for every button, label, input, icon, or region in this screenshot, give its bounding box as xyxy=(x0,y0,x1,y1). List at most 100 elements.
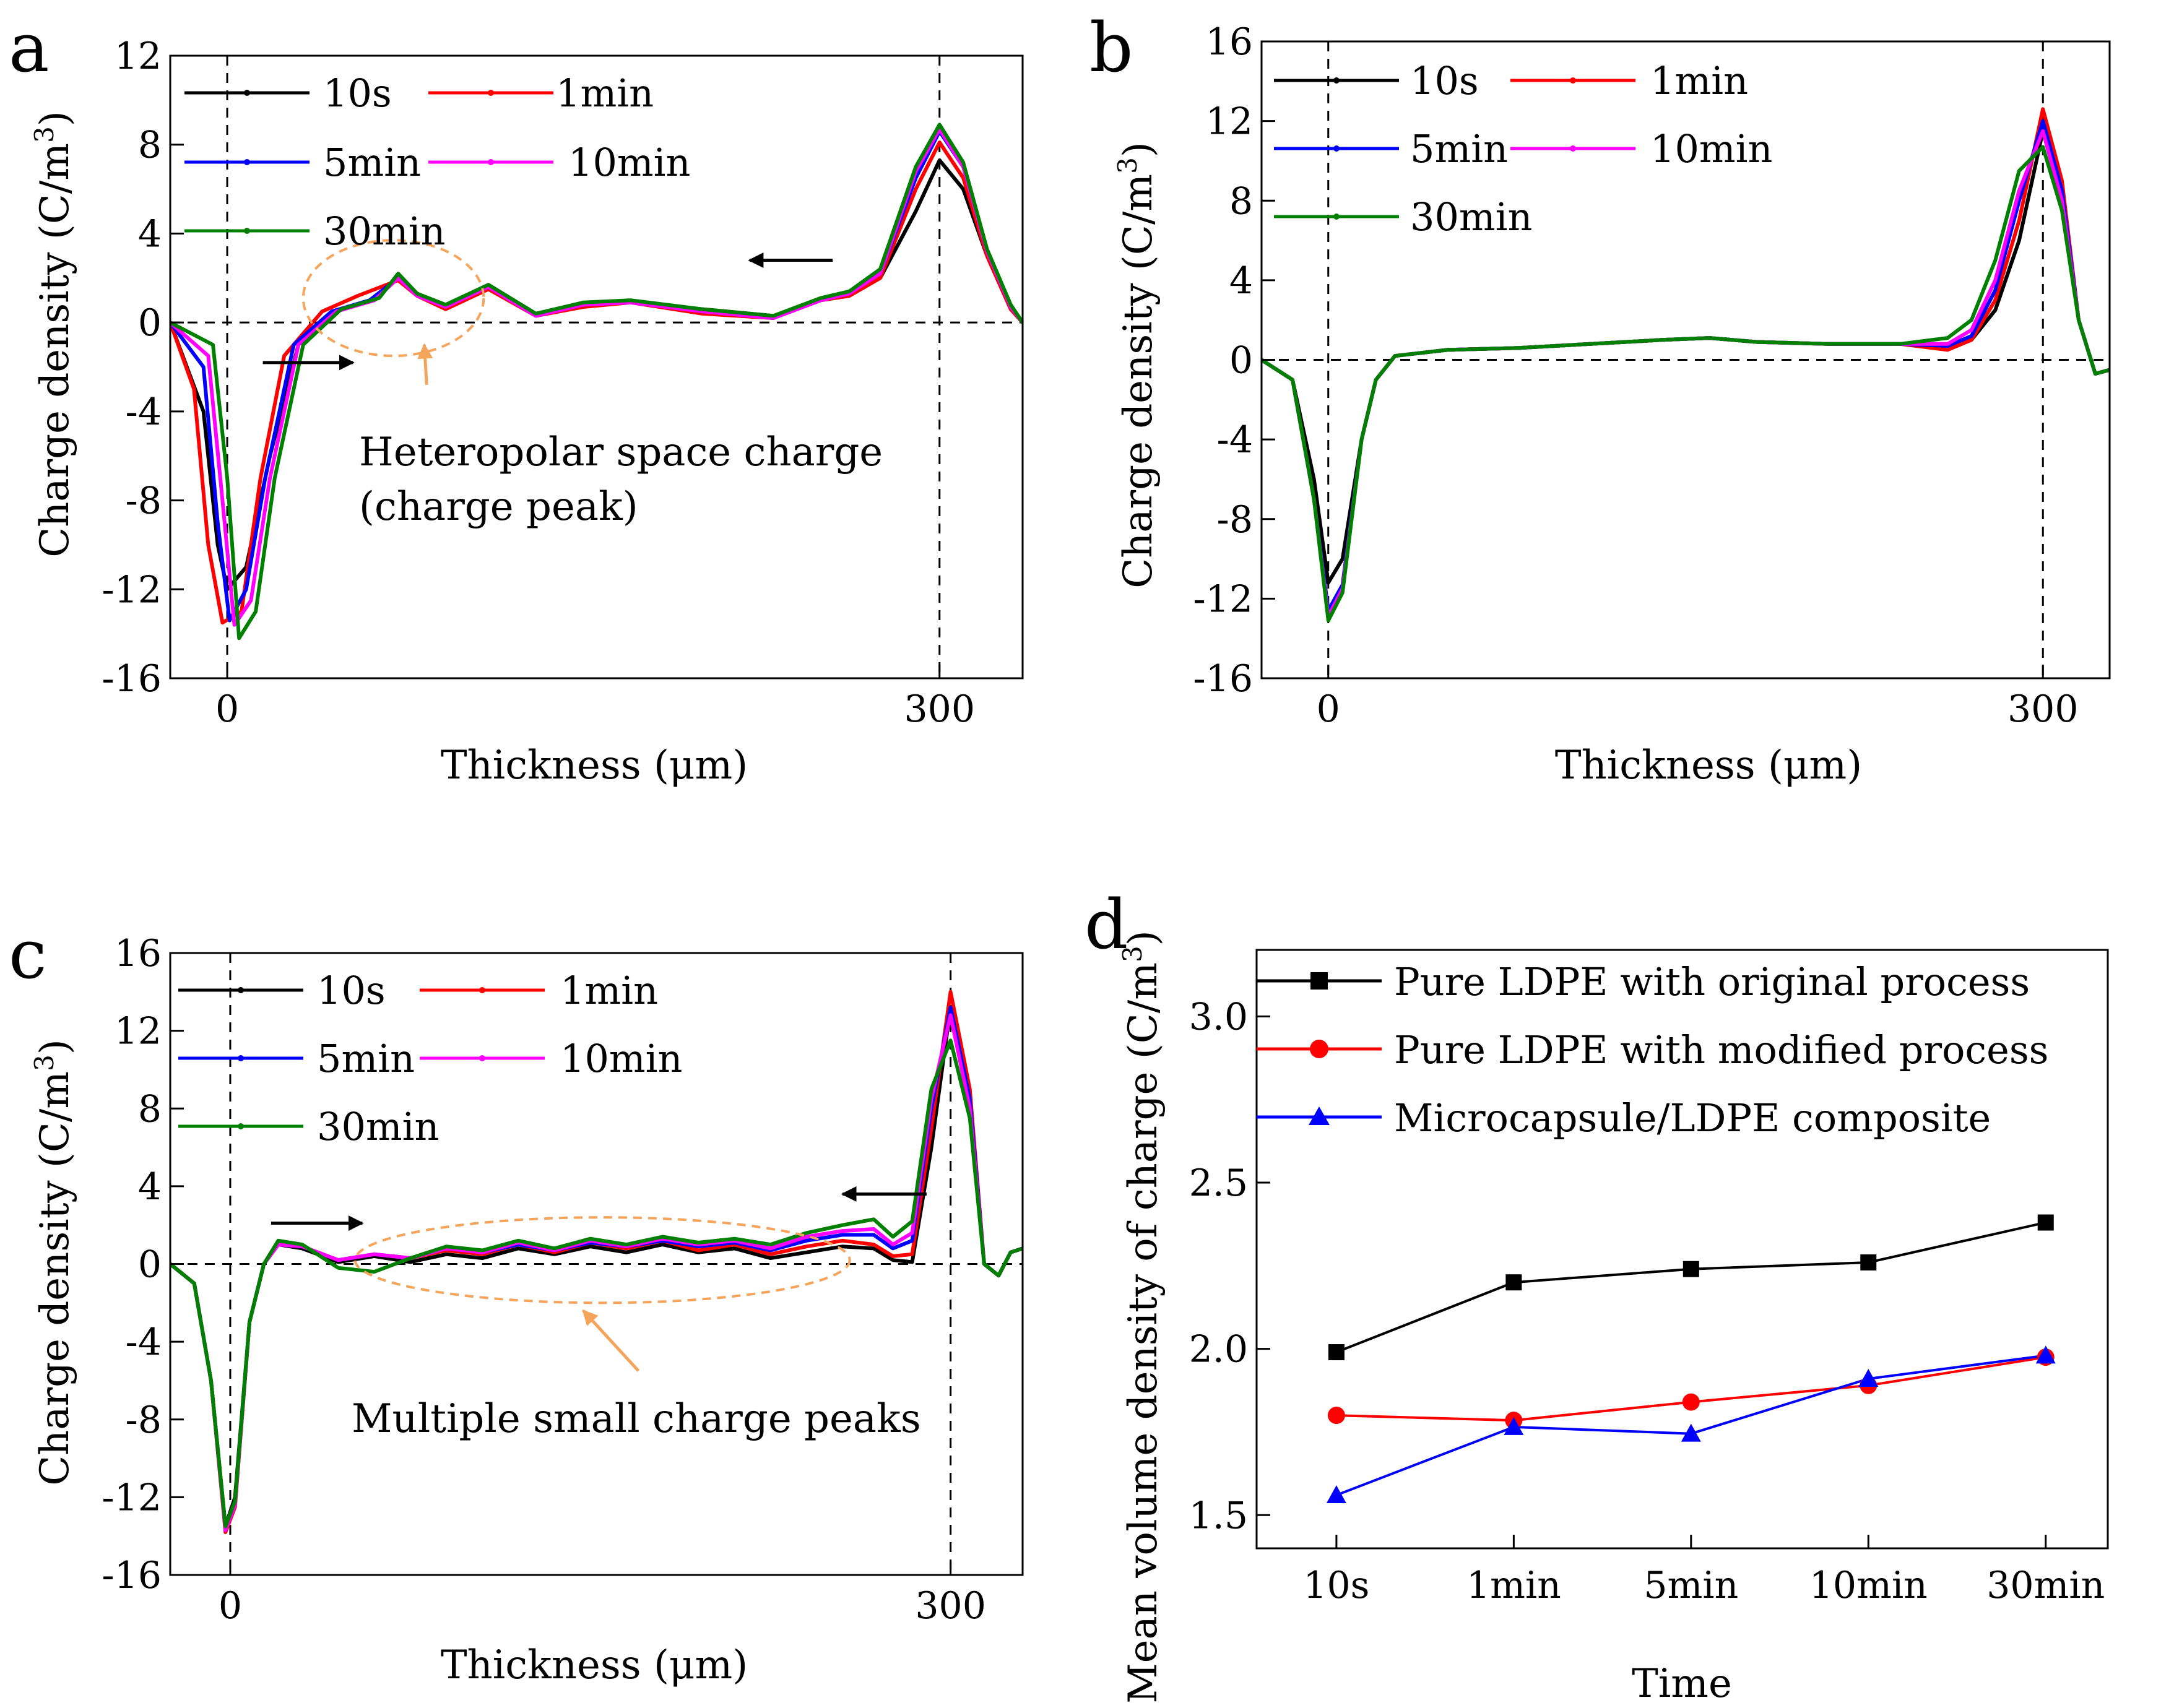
legend-b: 10s 1min 5min 10min 30min xyxy=(1274,58,1772,239)
y-tick-label-d-1-5: 1.5 xyxy=(1189,1494,1248,1537)
legend-label-d-original: Pure LDPE with original process xyxy=(1394,959,2030,1004)
y-tick-label-c-4: -4 xyxy=(126,1321,162,1364)
y-tick-label-a-16: -16 xyxy=(102,657,162,701)
plot-d: 1.5 2.0 2.5 3.0 10s 1min 5min 10min 30min xyxy=(1189,949,2109,1607)
legend-point-9 xyxy=(1333,214,1340,220)
legend-point-4 xyxy=(244,228,250,234)
y-axis-title-a: Charge density (C/m3) xyxy=(29,111,79,558)
y-tick-label-a-12: -12 xyxy=(102,568,162,611)
y-tick-label-d-2-5: 2.5 xyxy=(1189,1162,1248,1205)
legend-c: 10s 1min 5min 10min 30min xyxy=(178,968,682,1149)
x-tick-label-d-10s: 10s xyxy=(1303,1564,1369,1607)
point-d-pure-ldpe-with-modified-process-2 xyxy=(1682,1393,1700,1411)
y-tick-label-b-4: 4 xyxy=(1229,259,1253,303)
legend-point-8 xyxy=(1570,145,1576,152)
plot-frame-a xyxy=(169,54,1024,679)
y-tick-label-a-12: 12 xyxy=(115,35,162,78)
x-axis-title-a: Thickness (μm) xyxy=(441,743,748,788)
y-axis-title-a-base: Charge density (C/m xyxy=(32,143,78,558)
y-axis-title-c-base: Charge density (C/m xyxy=(32,1071,78,1486)
series-line-a-30min xyxy=(170,123,1023,640)
legend-point-1 xyxy=(488,90,494,96)
y-tick-label-b-8: 8 xyxy=(1229,179,1253,223)
legend-marker-d-composite xyxy=(1309,1106,1330,1125)
legend-point-6 xyxy=(1570,77,1576,84)
legend-marker-d-modified xyxy=(1310,1040,1328,1058)
y-tick-label-a-4: 4 xyxy=(138,212,162,256)
annotation-c-line-1: Multiple small charge peaks xyxy=(352,1396,921,1442)
legend-label-b-10s: 10s xyxy=(1410,58,1479,103)
panel-d: d 1.5 2.0 2.5 3.0 10s 1min 5min 10min 30min Time… xyxy=(1085,885,2109,1707)
series-group-b xyxy=(1262,107,2110,623)
legend-label-d-modified: Pure LDPE with modified process xyxy=(1394,1027,2048,1072)
y-tick-label-c-8: 8 xyxy=(138,1087,162,1131)
y-tick-label-b-0: 0 xyxy=(1229,339,1253,382)
panel-a: a 12 8 4 0 -4 -8 -12 -16 0 300 Thickness (μm) Cha… xyxy=(9,8,1024,788)
series-group-a xyxy=(170,123,1023,640)
series-line-c-30min xyxy=(170,1038,1023,1529)
y-tick-label-c-12: 12 xyxy=(115,1010,162,1053)
x-axis-title-b: Thickness (μm) xyxy=(1555,743,1862,788)
y-axis-title-b-sup: 3 xyxy=(1112,157,1143,174)
legend-point-12 xyxy=(238,1055,244,1061)
annotation-arrow-c-1 xyxy=(582,1309,640,1372)
x-tick-label-a-300: 300 xyxy=(904,688,975,731)
legend-label-a-5min: 5min xyxy=(323,140,421,185)
legend-point-3 xyxy=(488,159,494,165)
y-axis-title-d-base: Mean volume density of charge (C/m xyxy=(1120,962,1166,1704)
y-axis-title-b-base: Charge density (C/m xyxy=(1115,174,1161,589)
x-tick-label-d-1min: 1min xyxy=(1466,1564,1561,1607)
legend-label-b-1min: 1min xyxy=(1650,58,1748,103)
panel-label-b: b xyxy=(1089,8,1133,87)
y-tick-label-c-16: 16 xyxy=(115,932,162,975)
y-tick-label-b-12: 12 xyxy=(1206,100,1253,144)
annotation-ellipse-c-0 xyxy=(353,1216,851,1305)
y-axis-title-c: Charge density (C/m3) xyxy=(29,1039,79,1486)
plot-c: 16 12 8 4 0 -4 -8 -12 -16 0 300 xyxy=(102,932,1024,1628)
y-axis-title-b-close: ) xyxy=(1115,142,1161,157)
y-tick-label-b-8: -8 xyxy=(1217,498,1253,541)
y-tick-label-a-4: -4 xyxy=(126,390,162,434)
y-tick-label-c-16: -16 xyxy=(102,1554,162,1597)
point-d-microcapsule-ldpe-composite-3 xyxy=(1858,1369,1879,1387)
legend-point-2 xyxy=(244,159,250,165)
y-axis-title-c-sup: 3 xyxy=(29,1055,59,1071)
legend-point-11 xyxy=(479,987,485,993)
y-axis-title-d-close: ) xyxy=(1120,930,1166,946)
legend-label-b-10min: 10min xyxy=(1650,126,1772,171)
legend-label-a-30min: 30min xyxy=(323,209,445,254)
point-d-pure-ldpe-with-original-process-1 xyxy=(1505,1274,1522,1291)
legend-label-a-10min: 10min xyxy=(568,140,690,185)
x-tick-label-d-5min: 5min xyxy=(1643,1564,1738,1607)
y-axis-title-b: Charge density (C/m3) xyxy=(1112,142,1162,589)
y-tick-label-a-0: 0 xyxy=(138,301,162,345)
panel-label-d: d xyxy=(1085,885,1128,964)
point-d-pure-ldpe-with-modified-process-0 xyxy=(1327,1407,1345,1425)
series-group-c xyxy=(170,990,1023,1534)
point-d-pure-ldpe-with-original-process-0 xyxy=(1328,1344,1345,1361)
y-tick-label-a-8: 8 xyxy=(138,124,162,167)
legend-point-10 xyxy=(238,987,244,993)
legend-point-7 xyxy=(1333,145,1340,152)
panel-b: b 16 12 8 4 0 -4 -8 -12 -16 0 300 Thickness (μm) C… xyxy=(1089,8,2111,788)
x-tick-label-b-300: 300 xyxy=(2007,688,2079,731)
y-tick-label-b-4: -4 xyxy=(1217,418,1253,462)
x-tick-label-b-0: 0 xyxy=(1317,688,1340,731)
x-tick-label-c-300: 300 xyxy=(915,1584,986,1628)
point-d-pure-ldpe-with-original-process-2 xyxy=(1682,1261,1699,1277)
point-d-microcapsule-ldpe-composite-1 xyxy=(1504,1417,1524,1435)
x-tick-label-d-30min: 30min xyxy=(1986,1564,2105,1607)
legend-label-d-composite: Microcapsule/LDPE composite xyxy=(1394,1095,1991,1141)
annotation-arrow-a-1 xyxy=(417,343,433,385)
x-tick-label-a-0: 0 xyxy=(215,688,239,731)
legend-a: 10s 1min 5min 10min 30min xyxy=(184,71,690,254)
panel-label-a: a xyxy=(9,8,50,87)
legend-label-b-5min: 5min xyxy=(1410,126,1508,171)
point-d-microcapsule-ldpe-composite-0 xyxy=(1326,1485,1346,1504)
y-tick-label-b-12: -12 xyxy=(1193,577,1253,621)
point-d-microcapsule-ldpe-composite-4 xyxy=(2035,1345,2056,1364)
point-d-pure-ldpe-with-original-process-4 xyxy=(2037,1214,2054,1231)
panel-label-c: c xyxy=(9,915,47,994)
legend-label-a-1min: 1min xyxy=(556,71,654,116)
